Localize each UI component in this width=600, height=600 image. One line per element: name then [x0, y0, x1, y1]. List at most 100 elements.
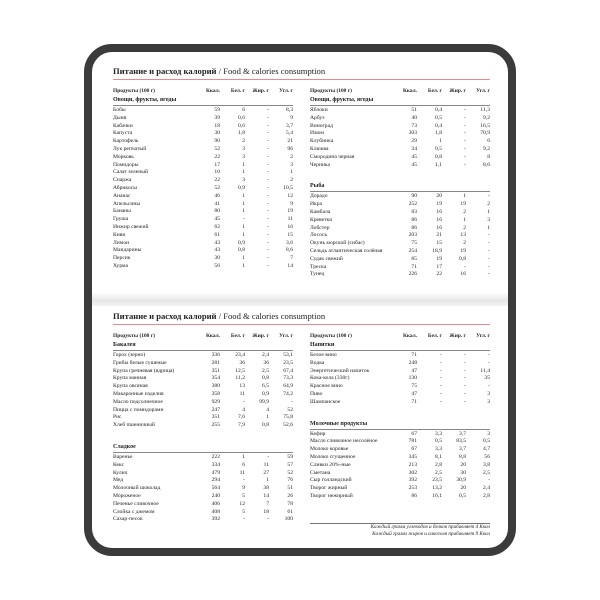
table-row: Морковь 22 3 - 2 — [113, 154, 293, 162]
table-row: Горох (зерно) 336 23,4 2,4 53,1 — [113, 352, 293, 360]
table-row: Варенье 222 1 - 59 — [113, 454, 293, 462]
table-row: Мандарины 43 0,8 - 8,6 — [113, 247, 293, 255]
nutrient-value: 203 — [408, 232, 417, 239]
nutrient-value: 86 — [411, 492, 417, 499]
product-name: Яблоки — [310, 107, 328, 113]
nutrient-value: 1 — [266, 414, 269, 421]
nutrient-value: 36 — [239, 359, 245, 366]
table-section: Бакалея Горох (зерно) 336 23,4 2,4 53,1 Грибы … — [113, 341, 293, 430]
table-row: Красное вино 75 - - - — [310, 383, 490, 391]
product-name: Лимон — [113, 239, 130, 246]
table-row: Пиво 47 - - 3 — [310, 391, 490, 399]
nutrient-value: 4 — [266, 406, 269, 413]
nutrient-value: 45 — [411, 161, 417, 168]
product-name: Варенье — [113, 453, 133, 460]
footnote: Каждый грамм углеводов и белков прибавля… — [370, 524, 490, 530]
product-name: Хурма — [113, 262, 129, 269]
column-header: Ккал. — [205, 88, 220, 94]
column-header: Ккал. — [205, 333, 220, 339]
nutrient-value: - — [267, 262, 269, 269]
nutrient-value: 21 — [287, 138, 293, 145]
product-name: Персик — [113, 255, 131, 262]
nutrient-value: 11 — [239, 390, 245, 397]
nutrient-value: 16 — [436, 208, 442, 215]
nutrient-value: 2 — [487, 201, 490, 208]
nutrient-value: 9,2 — [483, 114, 490, 121]
nutrient-value: - — [440, 383, 442, 390]
nutrient-value: 0,5 — [435, 145, 442, 152]
nutrient-value: 0,9 — [238, 184, 245, 191]
table-row: Картофель 90 2 - 21 — [113, 138, 293, 146]
nutrient-value: - — [488, 359, 490, 366]
nutrient-value: 1 — [242, 161, 245, 168]
nutrient-value: 1 — [439, 138, 442, 145]
nutrient-value: 6 — [242, 461, 245, 468]
table-row: Водка 248 - - - — [310, 360, 490, 368]
product-name: Масло подсолнечное — [113, 398, 163, 405]
product-name: Мандарины — [113, 247, 142, 254]
nutrient-value: - — [267, 153, 269, 160]
nutrient-value: - — [267, 200, 269, 207]
title-underline — [113, 79, 490, 80]
column-header: Угл. г — [476, 333, 490, 339]
table-row: Хлеб пшеничный 255 7,9 0,8 52,6 — [113, 422, 293, 430]
nutrient-value: 302 — [408, 469, 417, 476]
nutrient-value: 9 — [290, 114, 293, 121]
nutrient-value: 1,1 — [435, 161, 442, 168]
table-row: Пицца с помидорами 247 4 4 52 — [113, 407, 293, 415]
nutrient-value: 75 — [411, 383, 417, 390]
product-name: Крупа гречневая (ядрица) — [113, 367, 175, 374]
nutrient-value: 781 — [408, 438, 417, 445]
nutrient-value: 0,8 — [262, 422, 269, 429]
nutrient-value: 11,2 — [235, 375, 245, 382]
column-header: Ккал. — [402, 88, 417, 94]
table-row: Икра 252 19 19 2 — [310, 201, 490, 209]
nutrient-value: 52 — [214, 184, 220, 191]
nutrient-value: 2 — [290, 177, 293, 184]
product-name: Картофель — [113, 138, 139, 145]
table-row: Персик 30 1 - 7 — [113, 255, 293, 263]
table-row: Киви 61 1 - 15 — [113, 232, 293, 240]
table-row: Изюм 303 1,8 - 70,9 — [310, 130, 490, 138]
title-ru: Питание и расход калорий — [113, 66, 217, 76]
nutrient-value: 1 — [242, 200, 245, 207]
nutrient-value: 96 — [287, 145, 293, 152]
title-underline — [113, 324, 490, 325]
product-name: Лобстер — [310, 224, 330, 231]
table-row: Рис 351 7,6 1 75,8 — [113, 414, 293, 422]
nutrient-value: 1,8 — [238, 130, 245, 137]
table-row: Молоко сгущенное 345 8,1 8,8 56 — [310, 454, 490, 462]
table-row: Смородина черная 45 0,8 - 8 — [310, 154, 490, 162]
nutrient-value: - — [488, 383, 490, 390]
nutrient-value: 252 — [408, 201, 417, 208]
page-top: Питание и расход калорий / Food & calori… — [113, 66, 490, 292]
nutrient-value: - — [488, 255, 490, 262]
table-row: Судак свежий 85 19 0,8 - — [310, 256, 490, 264]
nutrient-value: 8,1 — [435, 453, 442, 460]
nutrient-value: 3 — [290, 161, 293, 168]
section-heading: Сладкое — [113, 443, 293, 453]
table-row: Арбуз 40 0,5 - 9,2 — [310, 115, 490, 123]
nutrient-value: 61 — [287, 508, 293, 515]
nutrient-value: 358 — [211, 390, 220, 397]
nutrient-value: 3,6 — [286, 239, 293, 246]
nutrient-value: 61 — [214, 231, 220, 238]
nutrient-value: - — [464, 130, 466, 137]
nutrient-value: 0,6 — [238, 122, 245, 129]
nutrient-value: - — [267, 247, 269, 254]
table-row: Капуста 30 1,8 - 5,4 — [113, 130, 293, 138]
nutrient-value: 1 — [242, 453, 245, 460]
nutrient-value: 2,4 — [262, 352, 269, 358]
nutrient-value: 1 — [463, 193, 466, 200]
product-name: Творог нежирный — [310, 492, 353, 499]
nutrient-value: 392 — [408, 477, 417, 484]
column-header: Ккал. — [402, 333, 417, 339]
product-name: Кабачки — [113, 122, 133, 129]
nutrient-value: 23,5 — [283, 359, 293, 366]
nutrient-value: 5,4 — [286, 130, 293, 137]
product-name: Макаронные изделия — [113, 390, 164, 397]
product-name: Сметана — [310, 469, 331, 476]
nutrient-value: 16,1 — [432, 492, 442, 499]
table-row: Сливки 20%-ные 213 2,8 20 3,8 — [310, 462, 490, 470]
product-name: Морковь — [113, 153, 134, 160]
